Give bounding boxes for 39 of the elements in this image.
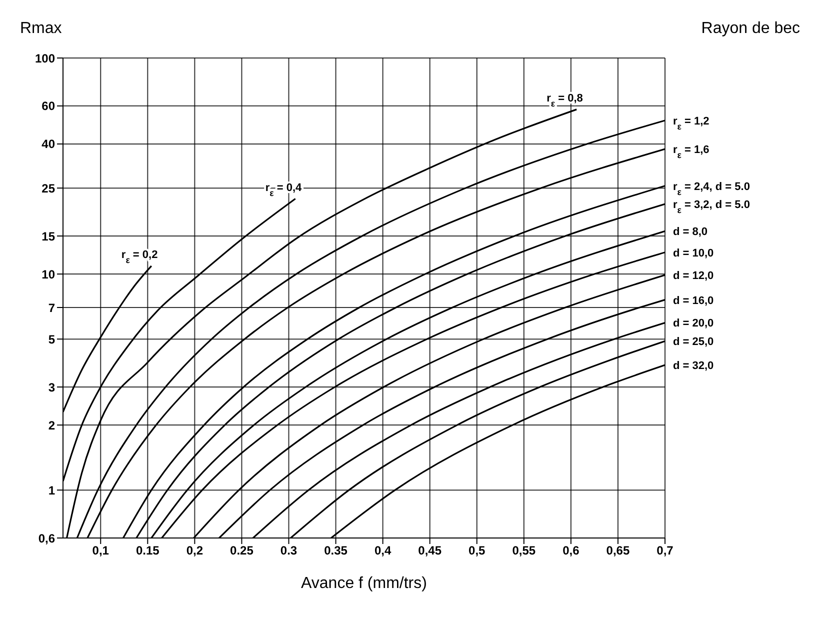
x-tick-label: 0.35 [324,544,348,558]
series-label: r$_{ε}$ = 3,2, d = 5.0 [673,198,750,215]
series-label: r$_{ε}$ = 2,4, d = 5.0 [673,180,750,197]
y-tick-label: 0,6 [38,531,56,546]
x-tick-label: 0,4 [374,544,392,558]
series-label: d = 8,0 [673,226,708,238]
y-tick-label: 5 [48,332,56,346]
x-tick-label: 0.25 [230,544,254,558]
y-axis-title: Rmax [20,20,62,38]
series-label: r$_{ε}$ = 1,6 [673,144,710,160]
x-tick-label: 0,7 [656,544,674,558]
y-tick-label: 15 [42,229,56,244]
x-tick-label: 0.3 [280,544,298,558]
x-tick-label: 0,5 [468,544,486,558]
x-tick-label: 0,6 [562,544,580,558]
series-label: d = 32,0 [673,360,714,372]
x-axis-title: Avance f (mm/trs) [301,575,427,592]
y-tick-label: 7 [48,300,56,315]
x-tick-label: 0,65 [606,544,630,558]
legend-title: Rayon de bec [701,20,800,38]
x-tick-label: 0,45 [418,544,442,558]
series-label: d = 20,0 [673,318,714,330]
y-tick-label: 10 [42,267,56,282]
y-tick-label: 3 [48,380,56,394]
series-label: r$_{ε}$ = 1,2 [673,115,710,132]
x-tick-label: 0.15 [136,544,160,558]
x-tick-label: 0,55 [512,544,536,558]
series-label: d = 25,0 [673,336,714,348]
y-tick-label: 60 [42,99,56,114]
x-tick-label: 0,1 [92,544,110,558]
series-label: d = 16,0 [673,294,714,307]
x-tick-label: 0,2 [186,544,204,558]
series-label: d = 10,0 [673,247,714,260]
y-tick-label: 1 [48,483,56,498]
y-tick-label: 40 [42,137,56,152]
series-label: d = 12,0 [673,270,714,282]
y-tick-label: 2 [48,418,56,432]
y-tick-label: 100 [34,51,56,66]
y-tick-label: 25 [42,181,56,196]
